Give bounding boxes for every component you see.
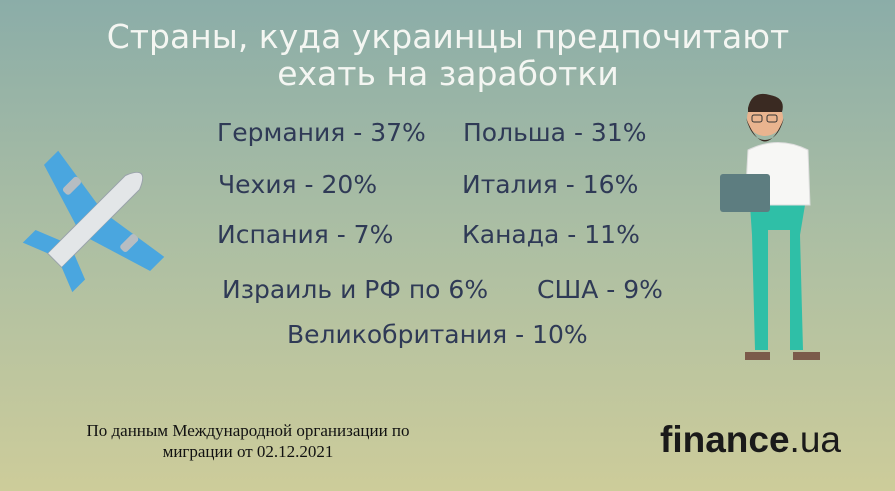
- country-item: Италия - 16%: [462, 170, 638, 199]
- source-note: По данным Международной организации по: [86, 421, 409, 440]
- logo: finance.ua: [660, 419, 841, 460]
- country-item: Канада - 11%: [462, 220, 640, 249]
- logo-suffix: .ua: [790, 419, 842, 460]
- title-line: Страны, куда украинцы предпочитают: [107, 17, 790, 56]
- logo-name: finance: [660, 419, 790, 460]
- country-item: Германия - 37%: [217, 118, 426, 147]
- source-note: миграции от 02.12.2021: [163, 442, 334, 461]
- country-item: Польша - 31%: [463, 118, 646, 147]
- country-item: Великобритания - 10%: [287, 320, 588, 349]
- country-item: Испания - 7%: [217, 220, 393, 249]
- country-item: Чехия - 20%: [218, 170, 377, 199]
- airplane-illustration: [22, 150, 165, 293]
- title-line: ехать на заработки: [277, 54, 619, 93]
- man-illustration: [720, 93, 820, 360]
- country-item: США - 9%: [537, 275, 663, 304]
- country-item: Израиль и РФ по 6%: [222, 275, 488, 304]
